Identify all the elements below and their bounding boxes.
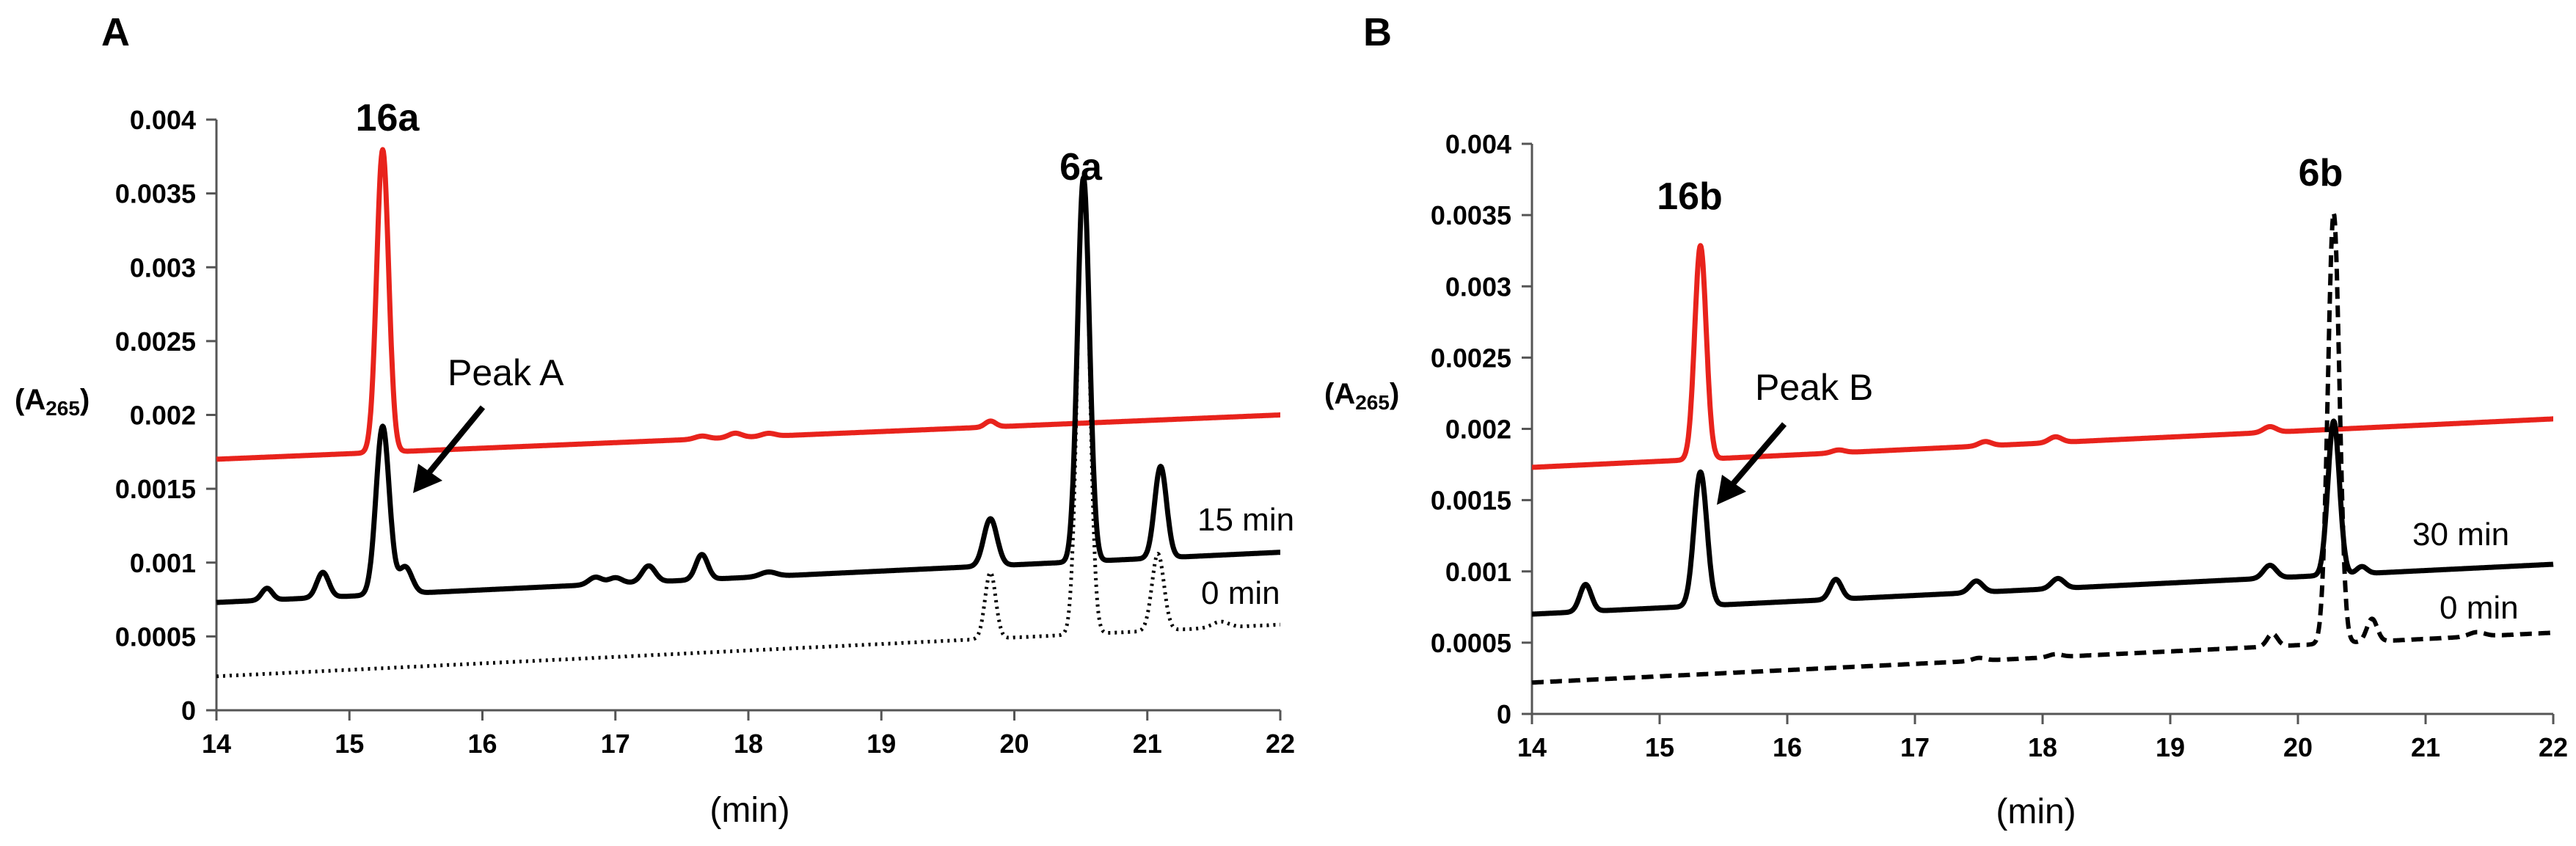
- panel-b-late-trace-label: 30 min: [2412, 517, 2509, 553]
- x-tick-label: 20: [2283, 732, 2313, 762]
- y-tick-label: 0.001: [130, 548, 196, 578]
- y-tick-label: 0.0025: [115, 327, 196, 357]
- y-tick-label: 0.0025: [1431, 343, 1511, 373]
- x-tick-label: 15: [1645, 732, 1674, 762]
- panel-a-x-label: (min): [709, 791, 789, 830]
- panel-a-trace-0-min: [215, 174, 1282, 679]
- x-tick-label: 19: [2156, 732, 2185, 762]
- x-tick-label: 16: [467, 729, 497, 759]
- y-tick-label: 0.004: [130, 105, 196, 135]
- panel-b-early-trace-label: 0 min: [2440, 590, 2519, 626]
- x-tick-label: 14: [1517, 732, 1547, 762]
- panel-a-early-trace-label: 0 min: [1201, 575, 1280, 611]
- panel-b-trace-0-min: [1530, 211, 2555, 685]
- x-tick-label: 14: [202, 729, 231, 759]
- panel-b-x-axis: 14 15 16 17 18 19 20 21 22: [1517, 712, 2568, 762]
- panel-a-late-trace-label: 15 min: [1197, 502, 1294, 538]
- panel-b-series: [1530, 211, 2555, 685]
- y-tick-label: 0.002: [1445, 415, 1511, 445]
- x-tick-label: 19: [866, 729, 896, 759]
- peak-label-16b: 16b: [1657, 175, 1723, 218]
- panel-a: A 0 0.0005 0.001 0.0015 0.002 0.0025 0.003 0.00…: [15, 10, 1295, 830]
- panel-b: B 0 0.0005 0.001 0.0015 0.002 0.0025 0.003 0.00…: [1324, 10, 2568, 831]
- x-tick-label: 18: [2028, 732, 2057, 762]
- peak-label-6b: 6b: [2299, 152, 2343, 194]
- peak-b-arrow-head: [1717, 475, 1746, 505]
- panel-b-x-label: (min): [1996, 792, 2076, 831]
- x-tick-label: 21: [2411, 732, 2440, 762]
- x-tick-label: 22: [1266, 729, 1295, 759]
- y-tick-label: 0: [1497, 699, 1511, 729]
- x-tick-label: 17: [1900, 732, 1930, 762]
- y-tick-label: 0.003: [130, 252, 196, 282]
- x-tick-label: 22: [2539, 732, 2568, 762]
- y-tick-label: 0.0015: [1431, 486, 1511, 516]
- x-tick-label: 15: [335, 729, 364, 759]
- x-tick-label: 20: [999, 729, 1029, 759]
- peak-a-annotation: Peak A: [448, 352, 564, 393]
- panel-a-y-label: (A265): [15, 384, 90, 420]
- peak-b-arrow-shaft: [1727, 422, 1787, 489]
- y-tick-label: 0.0035: [1431, 200, 1511, 230]
- x-tick-label: 21: [1133, 729, 1162, 759]
- peak-a-arrow-head: [413, 464, 442, 493]
- peak-b-annotation: Peak B: [1755, 367, 1873, 408]
- panel-b-y-axis: 0 0.0005 0.001 0.0015 0.002 0.0025 0.003 0.0035…: [1431, 129, 1533, 729]
- panel-b-y-label: (A265): [1324, 378, 1399, 414]
- x-tick-label: 17: [601, 729, 630, 759]
- peak-a-arrow-shaft: [423, 405, 486, 479]
- x-tick-label: 18: [734, 729, 763, 759]
- y-tick-label: 0.001: [1445, 557, 1511, 587]
- panel-a-y-axis: 0 0.0005 0.001 0.0015 0.002 0.0025 0.003 0.0035…: [115, 105, 218, 726]
- y-tick-label: 0: [181, 696, 196, 726]
- peak-label-16a: 16a: [356, 97, 420, 139]
- panel-a-series: [214, 147, 1282, 679]
- panel-a-letter: A: [101, 10, 130, 54]
- y-tick-label: 0.0005: [1431, 628, 1511, 658]
- panel-a-x-axis: 14 15 16 17 18 19 20 21 22: [202, 709, 1295, 759]
- panel-b-letter: B: [1363, 10, 1392, 54]
- y-tick-label: 0.002: [130, 401, 196, 431]
- peak-label-6a: 6a: [1059, 146, 1103, 189]
- y-tick-label: 0.0015: [115, 474, 196, 504]
- panel-a-trace-15-min: [214, 175, 1282, 605]
- y-tick-label: 0.0035: [115, 179, 196, 209]
- y-tick-label: 0.004: [1445, 129, 1511, 159]
- panel-a-trace-reference: [214, 147, 1282, 462]
- y-tick-label: 0.003: [1445, 271, 1511, 302]
- panel-b-trace-reference: [1530, 243, 2555, 470]
- y-tick-label: 0.0005: [115, 621, 196, 652]
- x-tick-label: 16: [1773, 732, 1802, 762]
- panel-b-trace-30-min: [1530, 418, 2555, 617]
